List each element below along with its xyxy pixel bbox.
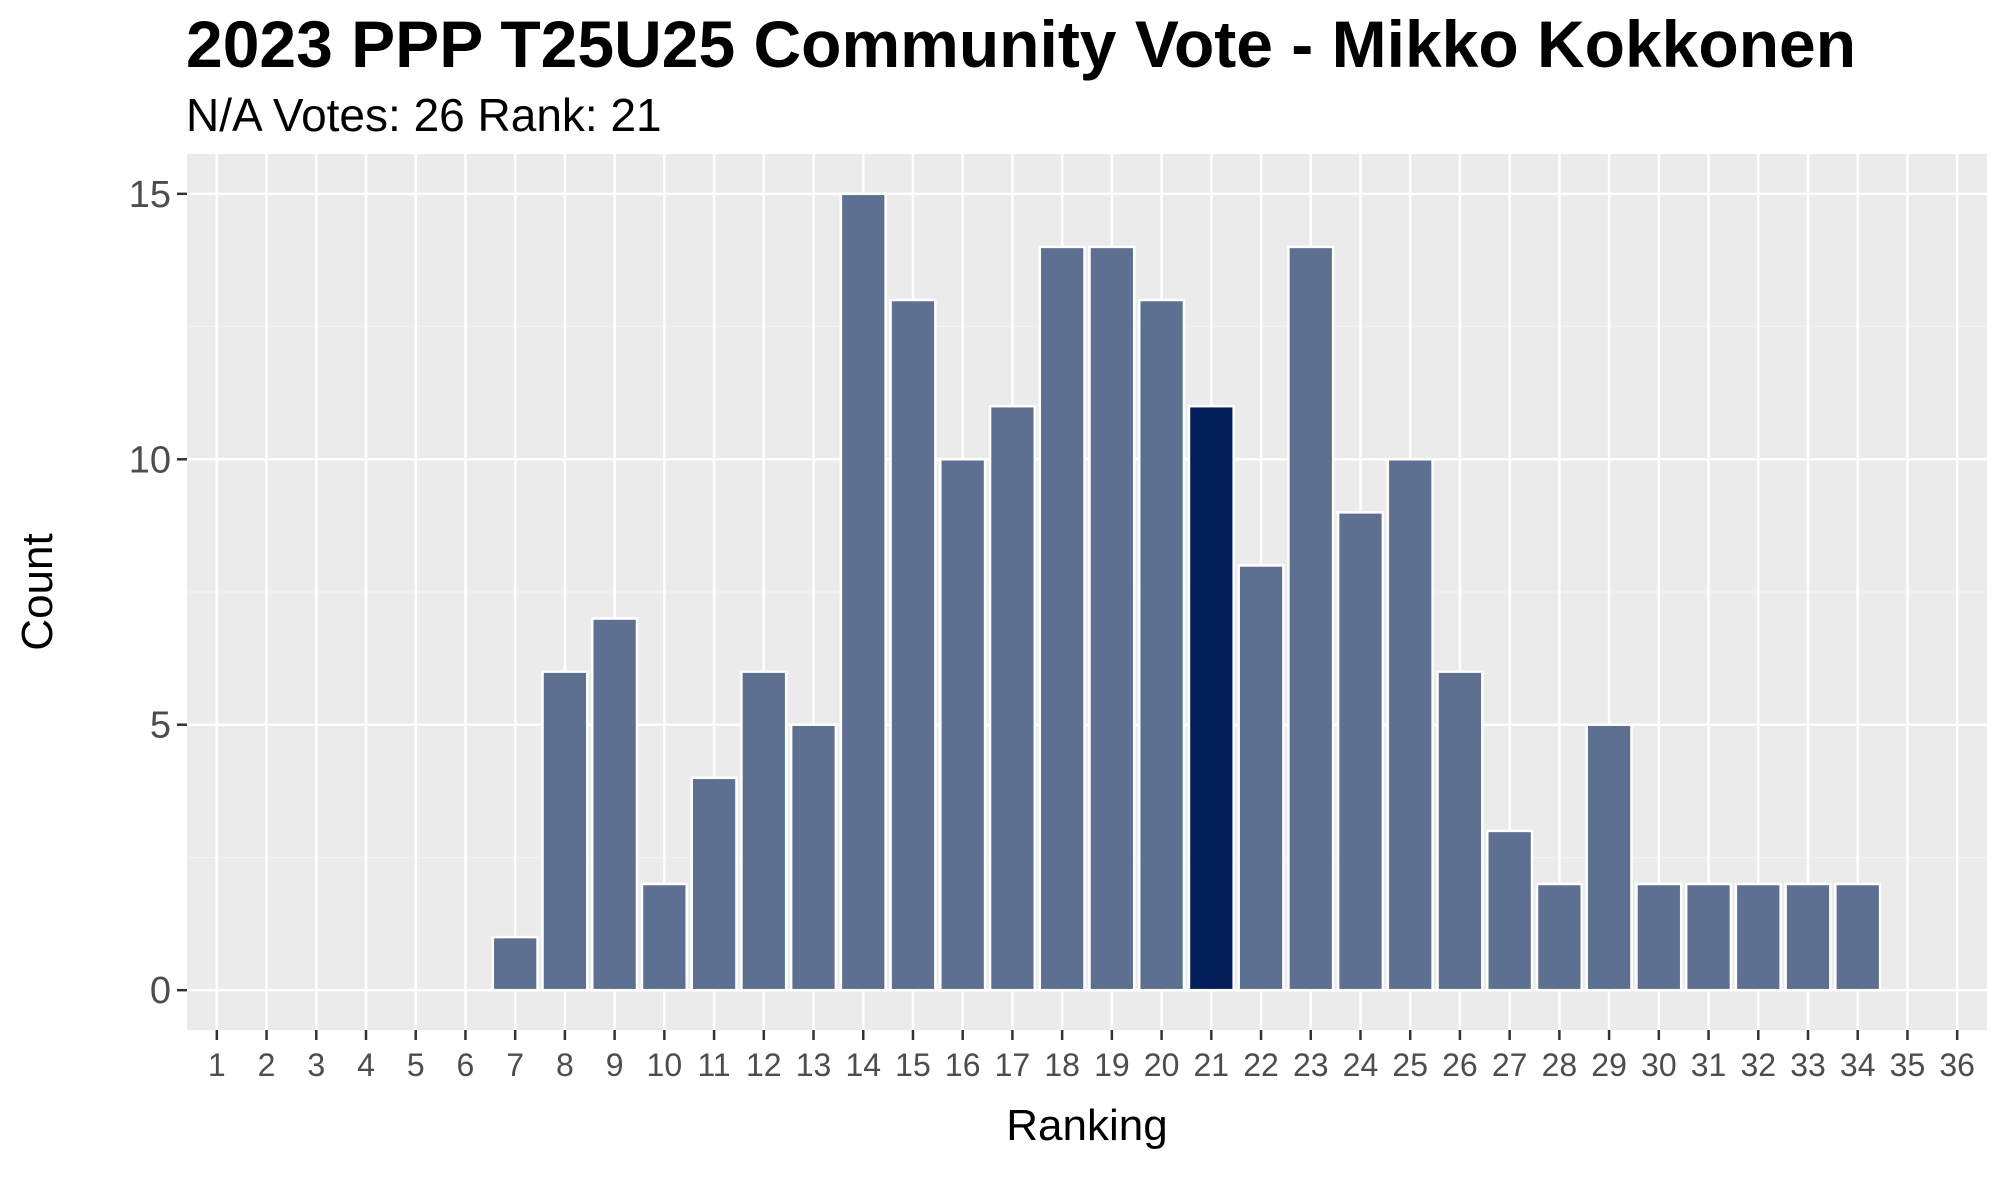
x-tick-label: 15 bbox=[895, 1047, 931, 1083]
bar-29 bbox=[1585, 723, 1633, 992]
x-tick-label: 23 bbox=[1293, 1047, 1329, 1083]
x-tick-label: 36 bbox=[1939, 1047, 1975, 1083]
x-tick-label: 21 bbox=[1194, 1047, 1230, 1083]
bar-14 bbox=[839, 192, 887, 992]
x-tick-label: 19 bbox=[1094, 1047, 1130, 1083]
y-tick-label: 0 bbox=[150, 970, 171, 1012]
x-tick-label: 1 bbox=[208, 1047, 226, 1083]
bar-9 bbox=[590, 617, 639, 992]
x-tick-label: 5 bbox=[407, 1047, 425, 1083]
x-tick-label: 7 bbox=[506, 1047, 524, 1083]
bar-33 bbox=[1784, 882, 1832, 992]
bar-21 bbox=[1187, 404, 1235, 992]
bar-30 bbox=[1635, 882, 1683, 992]
x-tick-label: 22 bbox=[1243, 1047, 1279, 1083]
x-tick-label: 10 bbox=[647, 1047, 683, 1083]
bar-34 bbox=[1834, 882, 1882, 992]
bar-11 bbox=[690, 776, 738, 992]
x-tick-label: 12 bbox=[746, 1047, 782, 1083]
x-tick-label: 3 bbox=[307, 1047, 325, 1083]
bar-12 bbox=[740, 670, 788, 992]
bar-17 bbox=[988, 404, 1037, 992]
bar-8 bbox=[541, 670, 589, 992]
chart-title: 2023 PPP T25U25 Community Vote - Mikko K… bbox=[186, 7, 1857, 81]
bar-24 bbox=[1336, 511, 1385, 992]
x-tick-label: 29 bbox=[1591, 1047, 1627, 1083]
bar-27 bbox=[1486, 829, 1534, 992]
y-axis-title: Count bbox=[13, 533, 62, 650]
bar-10 bbox=[640, 882, 688, 992]
x-tick-label: 18 bbox=[1044, 1047, 1080, 1083]
bar-31 bbox=[1684, 882, 1733, 992]
bars bbox=[491, 192, 1882, 992]
x-tick-label: 20 bbox=[1144, 1047, 1180, 1083]
x-tick-label: 9 bbox=[606, 1047, 624, 1083]
bar-28 bbox=[1535, 882, 1584, 992]
x-tick-label: 6 bbox=[457, 1047, 475, 1083]
x-tick-label: 28 bbox=[1542, 1047, 1578, 1083]
bar-18 bbox=[1038, 245, 1086, 992]
y-tick-label: 15 bbox=[129, 174, 171, 216]
bar-15 bbox=[889, 298, 937, 992]
x-tick-label: 26 bbox=[1442, 1047, 1478, 1083]
x-tick-label: 14 bbox=[845, 1047, 881, 1083]
x-tick-label: 13 bbox=[796, 1047, 832, 1083]
bar-23 bbox=[1287, 245, 1335, 992]
x-tick-label: 2 bbox=[258, 1047, 276, 1083]
bar-26 bbox=[1436, 670, 1484, 992]
x-tick-label: 17 bbox=[995, 1047, 1031, 1083]
x-tick-label: 4 bbox=[357, 1047, 375, 1083]
x-tick-label: 30 bbox=[1641, 1047, 1677, 1083]
bar-32 bbox=[1734, 882, 1782, 992]
x-tick-label: 32 bbox=[1740, 1047, 1776, 1083]
x-tick-label: 34 bbox=[1840, 1047, 1876, 1083]
x-tick-label: 8 bbox=[556, 1047, 574, 1083]
bar-20 bbox=[1137, 298, 1186, 992]
bar-22 bbox=[1237, 564, 1285, 992]
bar-25 bbox=[1386, 458, 1434, 992]
x-axis: 1 2 3 4 5 6 7 8 9 10 11 12 13 14 15 16 17 18 19 20 21 22 23 24 2… bbox=[208, 1030, 1975, 1083]
x-tick-label: 27 bbox=[1492, 1047, 1528, 1083]
x-tick-label: 24 bbox=[1343, 1047, 1379, 1083]
y-tick-label: 5 bbox=[150, 705, 171, 747]
bar-16 bbox=[939, 458, 987, 992]
x-tick-label: 25 bbox=[1392, 1047, 1428, 1083]
bar-13 bbox=[789, 723, 838, 992]
y-axis: 0 5 10 15 bbox=[129, 174, 187, 1012]
chart-subtitle: N/A Votes: 26 Rank: 21 bbox=[186, 89, 662, 141]
x-tick-label: 16 bbox=[945, 1047, 981, 1083]
x-axis-title: Ranking bbox=[1006, 1101, 1167, 1150]
bar-19 bbox=[1088, 245, 1136, 992]
x-tick-label: 11 bbox=[697, 1047, 730, 1083]
x-tick-label: 33 bbox=[1790, 1047, 1826, 1083]
x-tick-label: 31 bbox=[1691, 1047, 1727, 1083]
bar-7 bbox=[491, 935, 539, 992]
x-tick-label: 35 bbox=[1890, 1047, 1926, 1083]
y-tick-label: 10 bbox=[129, 439, 171, 481]
